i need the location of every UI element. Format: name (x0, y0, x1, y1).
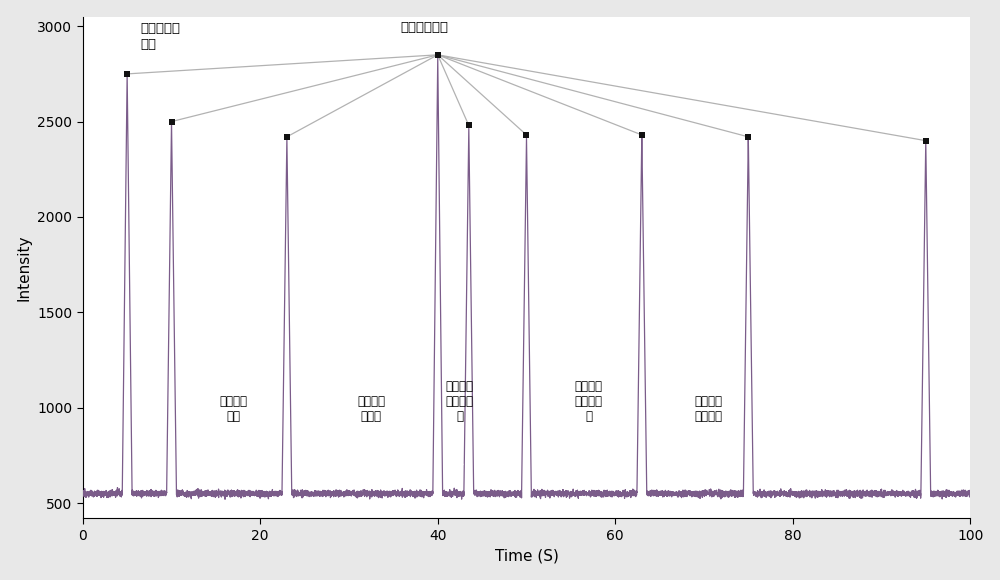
Text: 金葡菌检
测线: 金葡菌检 测线 (220, 395, 248, 470)
Text: 单增宗斯
特菌检测
线: 单增宗斯 特菌检测 线 (575, 380, 603, 470)
Text: 志贺氏菌
检测线: 志贺氏菌 检测线 (357, 395, 385, 470)
X-axis label: Time (S): Time (S) (495, 548, 558, 563)
Text: 射波血脂
菌检测线: 射波血脂 菌检测线 (694, 395, 722, 470)
Text: 质控线发射峰: 质控线发射峰 (400, 21, 448, 34)
Text: 沫门氏菌发
射峰: 沫门氏菌发 射峰 (140, 22, 180, 51)
Text: 大肠埃希
氏菌检测
线: 大肠埃希 氏菌检测 线 (446, 380, 474, 470)
Y-axis label: Intensity: Intensity (17, 234, 32, 301)
